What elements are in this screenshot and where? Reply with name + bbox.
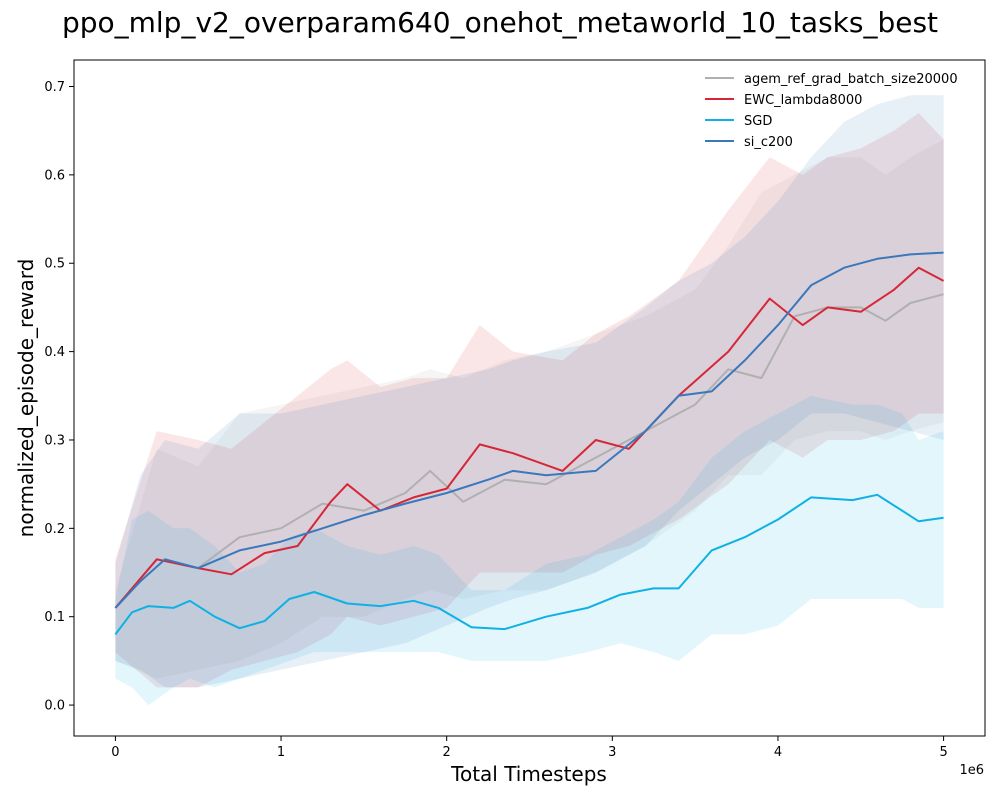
axes-frame: [73, 59, 986, 737]
band-ewc-lambda8000: [115, 113, 944, 688]
x-axis: 0 1 2 3 4 5: [111, 736, 948, 760]
chart-title: ppo_mlp_v2_overparam640_onehot_metaworld…: [62, 6, 938, 39]
y-axis: 0.0 0.1 0.2 0.3 0.4 0.5 0.6 0.7: [44, 80, 74, 714]
band-sgd: [115, 395, 944, 706]
line-si-c200: [114, 251, 944, 609]
x-tick-label: 5: [939, 745, 947, 760]
y-axis-title: normalized_episode_reward: [14, 259, 38, 538]
legend-label-ewc-lambda8000: EWC_lambda8000: [744, 93, 862, 108]
y-tick-label: 0.5: [44, 257, 65, 272]
y-tick-label: 0.1: [44, 610, 65, 625]
x-tick-label: 3: [608, 745, 616, 760]
line-sgd: [114, 493, 944, 636]
x-tick-label: 2: [443, 745, 451, 760]
y-tick-label: 0.0: [44, 699, 65, 714]
x-tick-label: 0: [111, 745, 119, 760]
legend-label-agem-ref-grad-batch-size20000: agem_ref_grad_batch_size20000: [744, 72, 958, 87]
line-ewc-lambda8000: [114, 266, 945, 609]
x-tick-label: 4: [774, 745, 782, 760]
x-axis-title: Total Timesteps: [450, 762, 607, 786]
legend: agem_ref_grad_batch_size20000 EWC_lambda8…: [705, 72, 958, 150]
y-tick-label: 0.3: [44, 433, 65, 448]
plot-area: [73, 59, 986, 737]
confidence-bands: [115, 95, 944, 706]
legend-label-si-c200: si_c200: [744, 135, 793, 150]
y-tick-label: 0.2: [44, 522, 65, 537]
series-lines: [114, 251, 945, 636]
x-tick-label: 1: [277, 745, 285, 760]
y-tick-label: 0.6: [44, 168, 65, 183]
band-si-c200: [115, 95, 944, 688]
band-agem-ref-grad-batch-size20000: [115, 139, 944, 679]
line-agem-ref-grad-batch-size20000: [114, 293, 944, 609]
x-axis-offset-label: 1e6: [959, 763, 984, 778]
legend-label-sgd: SGD: [744, 114, 772, 129]
y-tick-label: 0.4: [44, 345, 65, 360]
y-tick-label: 0.7: [44, 80, 65, 95]
